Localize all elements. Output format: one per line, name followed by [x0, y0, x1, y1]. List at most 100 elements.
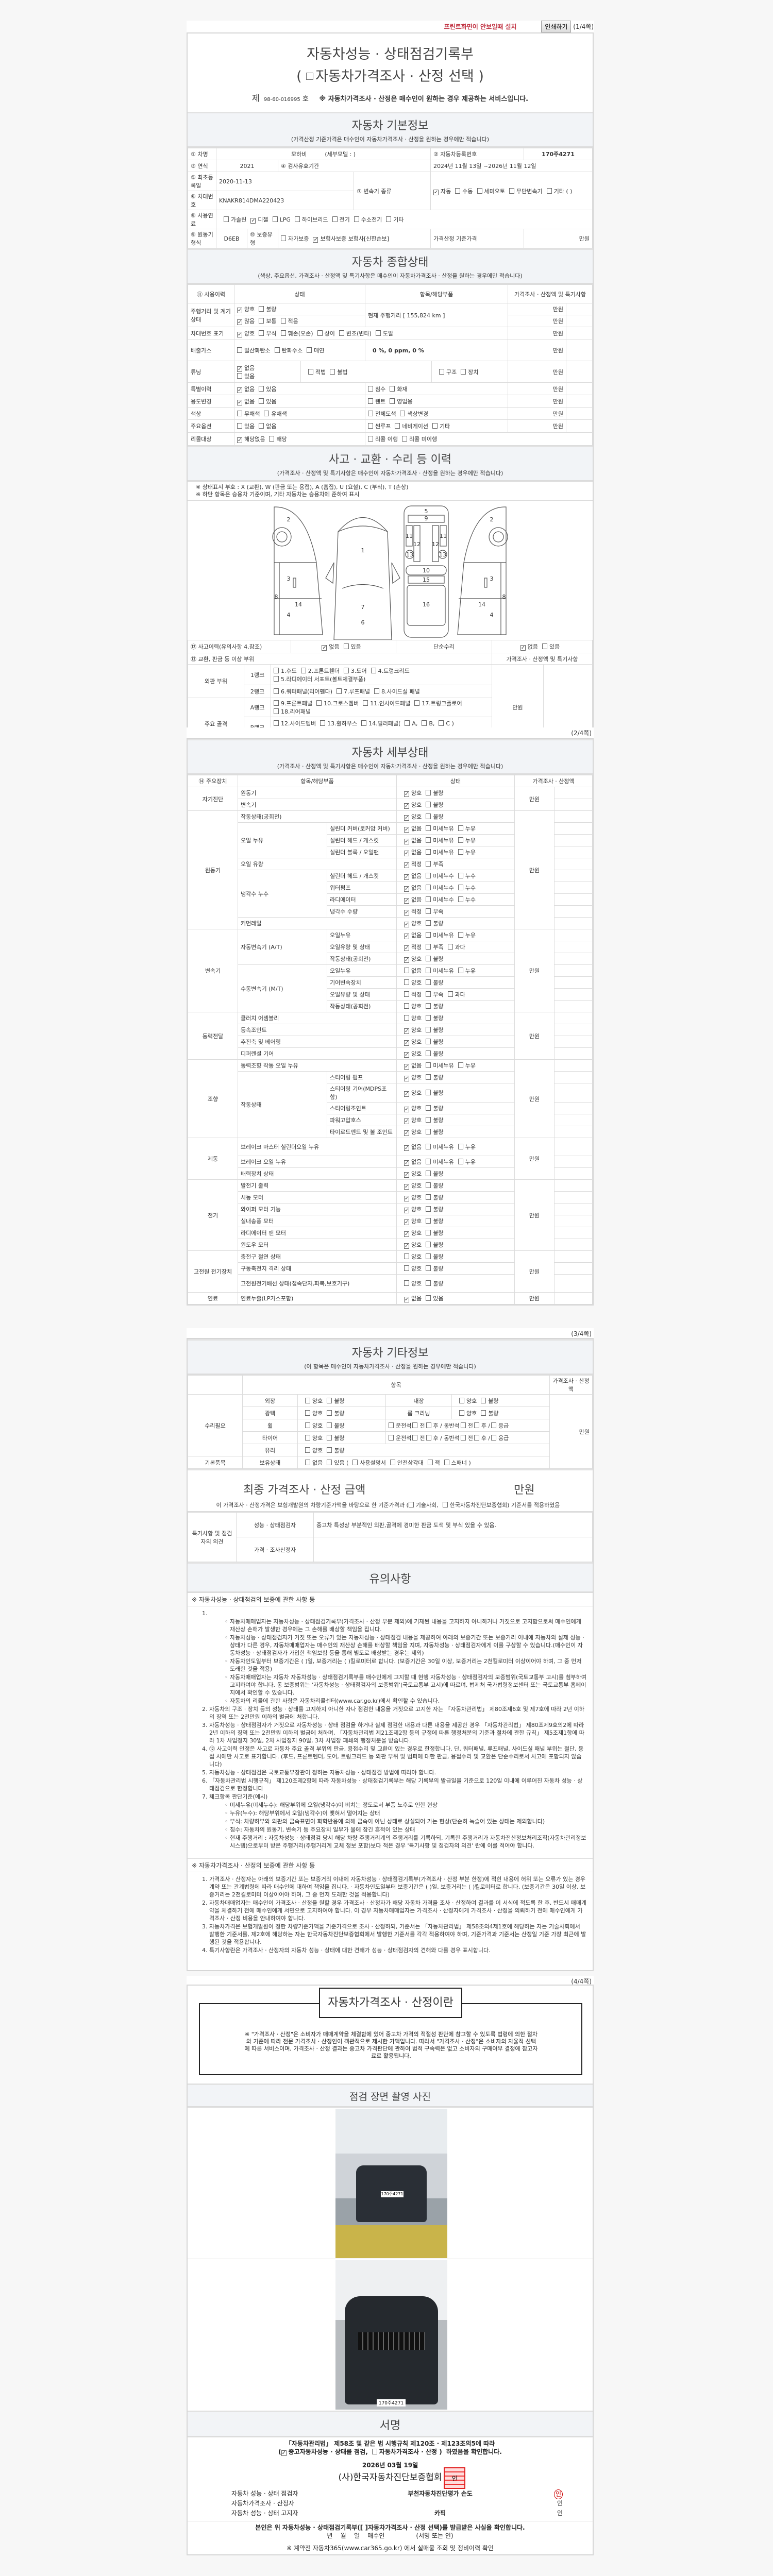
checkbox[interactable]: ✓ 적정	[404, 943, 422, 951]
print-button[interactable]: 인쇄하기	[541, 21, 572, 32]
checkbox[interactable]: 3.도어	[343, 667, 367, 675]
checkbox[interactable]: 누수	[458, 884, 476, 892]
checkbox[interactable]: 미세누유	[426, 848, 454, 856]
checkbox[interactable]: ✓ 보험사보증 보험사[신한손보]	[313, 234, 389, 243]
checkbox[interactable]: 누유	[458, 1061, 476, 1070]
checkbox[interactable]: 후 /	[474, 1434, 490, 1442]
checkbox[interactable]: 장치	[461, 368, 479, 376]
checkbox[interactable]: 양호	[404, 1264, 422, 1273]
checkbox[interactable]: 양호	[459, 1409, 477, 1417]
checkbox[interactable]: 미세누유	[426, 967, 454, 975]
checkbox[interactable]: 기타	[386, 215, 404, 224]
checkbox[interactable]: 누유	[458, 1158, 476, 1166]
checkbox[interactable]: ✓ 없음	[404, 1143, 422, 1151]
checkbox[interactable]: 리콜 이행	[368, 435, 398, 443]
checkbox[interactable]: 세미오토	[477, 187, 505, 195]
checkbox[interactable]: 있음	[259, 385, 277, 393]
checkbox[interactable]: 전기	[332, 215, 350, 224]
checkbox[interactable]: 미세누유	[426, 931, 454, 939]
checkbox[interactable]: 구조	[439, 368, 457, 376]
checkbox[interactable]: 양호	[404, 1252, 422, 1261]
checkbox[interactable]: 양호	[404, 1279, 422, 1287]
checkbox[interactable]: 과다	[447, 990, 465, 998]
checkbox[interactable]: 있음	[237, 422, 255, 430]
checkbox[interactable]: 있음	[542, 642, 560, 651]
checkbox[interactable]: B,	[422, 720, 434, 727]
checkbox[interactable]: 훼손(오손)	[280, 329, 313, 337]
checkbox[interactable]: 하이브리드	[294, 215, 328, 224]
checkbox[interactable]: ✓ 양호	[404, 1217, 422, 1225]
checkbox[interactable]: 리콜 미이행	[401, 435, 437, 443]
checkbox[interactable]: 화재	[390, 385, 408, 393]
checkbox[interactable]: C )	[439, 720, 454, 727]
checkbox[interactable]: 적음	[280, 317, 298, 325]
checkbox[interactable]: 기타	[432, 422, 450, 430]
checkbox[interactable]: 양호	[404, 1014, 422, 1022]
checkbox[interactable]: ✓ 없음	[404, 836, 422, 844]
checkbox[interactable]: 누유	[458, 1143, 476, 1151]
checkbox[interactable]: 한국자동차진단보증협회) 기준서를 적용하였음	[442, 1502, 560, 1509]
checkbox[interactable]: 불량	[259, 305, 277, 313]
checkbox[interactable]: 불량	[327, 1434, 345, 1442]
checkbox[interactable]: ✓ 없음	[237, 385, 255, 393]
checkbox[interactable]: 양호	[459, 1397, 477, 1405]
checkbox[interactable]: 불량	[426, 1205, 444, 1213]
checkbox[interactable]: 불량	[327, 1397, 345, 1405]
checkbox[interactable]: ✓ 양호	[404, 1116, 422, 1124]
checkbox[interactable]: 불량	[426, 1252, 444, 1261]
checkbox[interactable]: 안전삼각대	[390, 1459, 424, 1467]
checkbox[interactable]: 무단변속기	[509, 187, 543, 195]
checkbox[interactable]: 렌트	[368, 397, 385, 405]
checkbox[interactable]: 과다	[447, 943, 465, 951]
checkbox[interactable]: 후 / 동반석	[426, 1434, 460, 1442]
checkbox[interactable]: 변조(변타)	[339, 329, 372, 337]
checkbox[interactable]: ✓ 양호	[404, 1038, 422, 1046]
checkbox[interactable]: 18.리어패널	[274, 707, 311, 716]
checkbox[interactable]: 가솔린	[224, 215, 246, 224]
checkbox[interactable]: ✓ 중고자동차성능 · 상태를 점검,	[281, 2448, 368, 2456]
checkbox[interactable]: ✓ 없음	[404, 895, 422, 904]
checkbox[interactable]: 불량	[426, 1128, 444, 1136]
checkbox[interactable]: ✓ 해당없음	[237, 435, 265, 443]
checkbox[interactable]: 불량	[426, 978, 444, 987]
checkbox[interactable]: 불량	[426, 1073, 444, 1081]
checkbox[interactable]: ✓ 양호	[404, 919, 422, 927]
checkbox[interactable]: 불량	[426, 955, 444, 963]
checkbox[interactable]: 침수	[368, 385, 385, 393]
checkbox[interactable]: 불량	[426, 1049, 444, 1058]
checkbox[interactable]: 미세누수	[426, 872, 454, 880]
checkbox[interactable]: 있음	[259, 397, 277, 405]
checkbox[interactable]: 응급	[491, 1421, 509, 1430]
checkbox[interactable]: 불법	[330, 368, 348, 376]
checkbox[interactable]: 불량	[426, 1116, 444, 1124]
checkbox[interactable]: 8.사이드실 패널	[374, 687, 420, 696]
checkbox[interactable]: 불량	[426, 1038, 444, 1046]
checkbox[interactable]: 불량	[426, 1170, 444, 1178]
checkbox[interactable]: 7.루프패널	[337, 687, 370, 696]
checkbox[interactable]: ✓ 양호	[404, 1089, 422, 1097]
checkbox[interactable]: 양호	[305, 1409, 323, 1417]
checkbox[interactable]: 11.인사이드패널	[363, 699, 410, 707]
checkbox[interactable]: 불량	[426, 1181, 444, 1190]
checkbox[interactable]: 수동	[455, 187, 473, 195]
checkbox[interactable]: 부식	[259, 329, 277, 337]
checkbox[interactable]: ✓ 양호	[404, 1128, 422, 1136]
checkbox[interactable]: ✓ 자동	[433, 187, 451, 195]
checkbox[interactable]: ✓ 양호	[404, 1104, 422, 1112]
checkbox[interactable]: 후 /	[474, 1421, 490, 1430]
checkbox[interactable]: 사용설명서	[352, 1459, 386, 1467]
checkbox[interactable]: 불량	[426, 1264, 444, 1273]
checkbox[interactable]: 전	[460, 1421, 473, 1430]
checkbox[interactable]: 불량	[426, 919, 444, 927]
checkbox[interactable]: 해당	[269, 435, 287, 443]
checkbox[interactable]: ✓ 양호	[404, 812, 422, 821]
checkbox[interactable]: 불량	[481, 1409, 499, 1417]
checkbox[interactable]: 4.트렁크리드	[371, 667, 410, 675]
checkbox[interactable]: 없음	[259, 422, 277, 430]
checkbox[interactable]: 불량	[327, 1421, 345, 1430]
checkbox[interactable]: ✓ 양호	[404, 1170, 422, 1178]
checkbox[interactable]: 누유	[458, 931, 476, 939]
checkbox[interactable]: ✓ 양호	[404, 1205, 422, 1213]
checkbox[interactable]: 미세누유	[426, 1158, 454, 1166]
checkbox[interactable]: 있음	[426, 1294, 444, 1302]
